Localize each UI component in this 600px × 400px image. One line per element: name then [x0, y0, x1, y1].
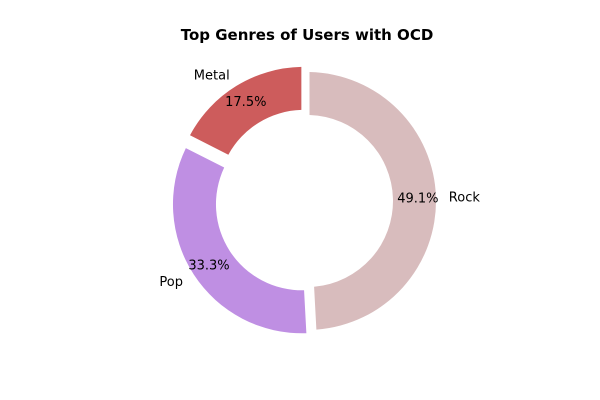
slice-label-pop: Pop — [159, 275, 183, 290]
donut-slices — [172, 66, 437, 334]
slice-rock — [309, 72, 437, 330]
chart-title: Top Genres of Users with OCD — [181, 26, 434, 44]
slice-metal — [190, 66, 302, 155]
slice-pop — [172, 148, 307, 334]
slice-label-rock: Rock — [449, 191, 481, 206]
pct-label-metal: 17.5% — [225, 95, 266, 110]
slice-label-metal: Metal — [194, 68, 230, 83]
pct-label-rock: 49.1% — [397, 192, 438, 207]
pct-label-pop: 33.3% — [188, 258, 229, 273]
donut-labels: 17.5% Metal 33.3% Pop 49.1% Rock — [159, 68, 480, 290]
